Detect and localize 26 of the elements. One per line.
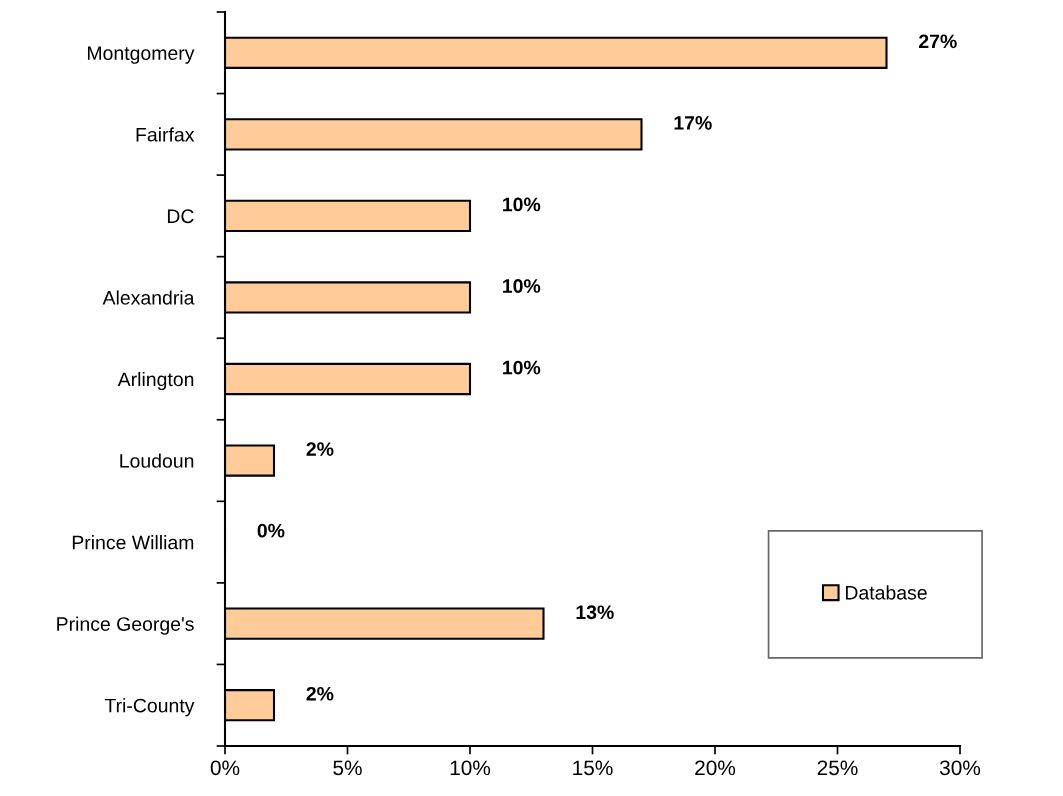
data-label: 10% (503, 279, 541, 293)
y-tick-label: Fairfax (136, 127, 195, 142)
data-label: 27% (919, 34, 957, 49)
y-tick-label: Alexandria (102, 290, 195, 305)
data-label: 10% (503, 360, 541, 375)
y-tick-label: Prince William (72, 535, 194, 550)
data-label: 17% (674, 116, 712, 130)
data-label: 2% (306, 442, 334, 456)
y-tick-label: Montgomery (87, 46, 195, 64)
data-label: 0% (257, 523, 285, 538)
y-tick-label: Prince George's (57, 616, 194, 635)
y-tick-label: Arlington (117, 371, 194, 391)
x-tick-label: 5% (333, 760, 362, 776)
x-tick-label: 30% (939, 760, 981, 776)
legend-label: Database (845, 585, 927, 600)
x-tick-label: 20% (695, 760, 736, 776)
data-label: 10% (503, 197, 541, 212)
x-tick-label: 15% (573, 760, 613, 776)
x-tick-label: 0% (210, 760, 240, 776)
y-tick-label: Tri-County (104, 698, 195, 717)
x-tick-label: 25% (817, 760, 858, 776)
x-tick-label: 10% (450, 760, 491, 776)
data-label: 2% (306, 686, 334, 701)
data-label: 13% (576, 605, 614, 620)
y-tick-label: DC (167, 209, 194, 224)
y-tick-label: Loudoun (120, 453, 194, 468)
